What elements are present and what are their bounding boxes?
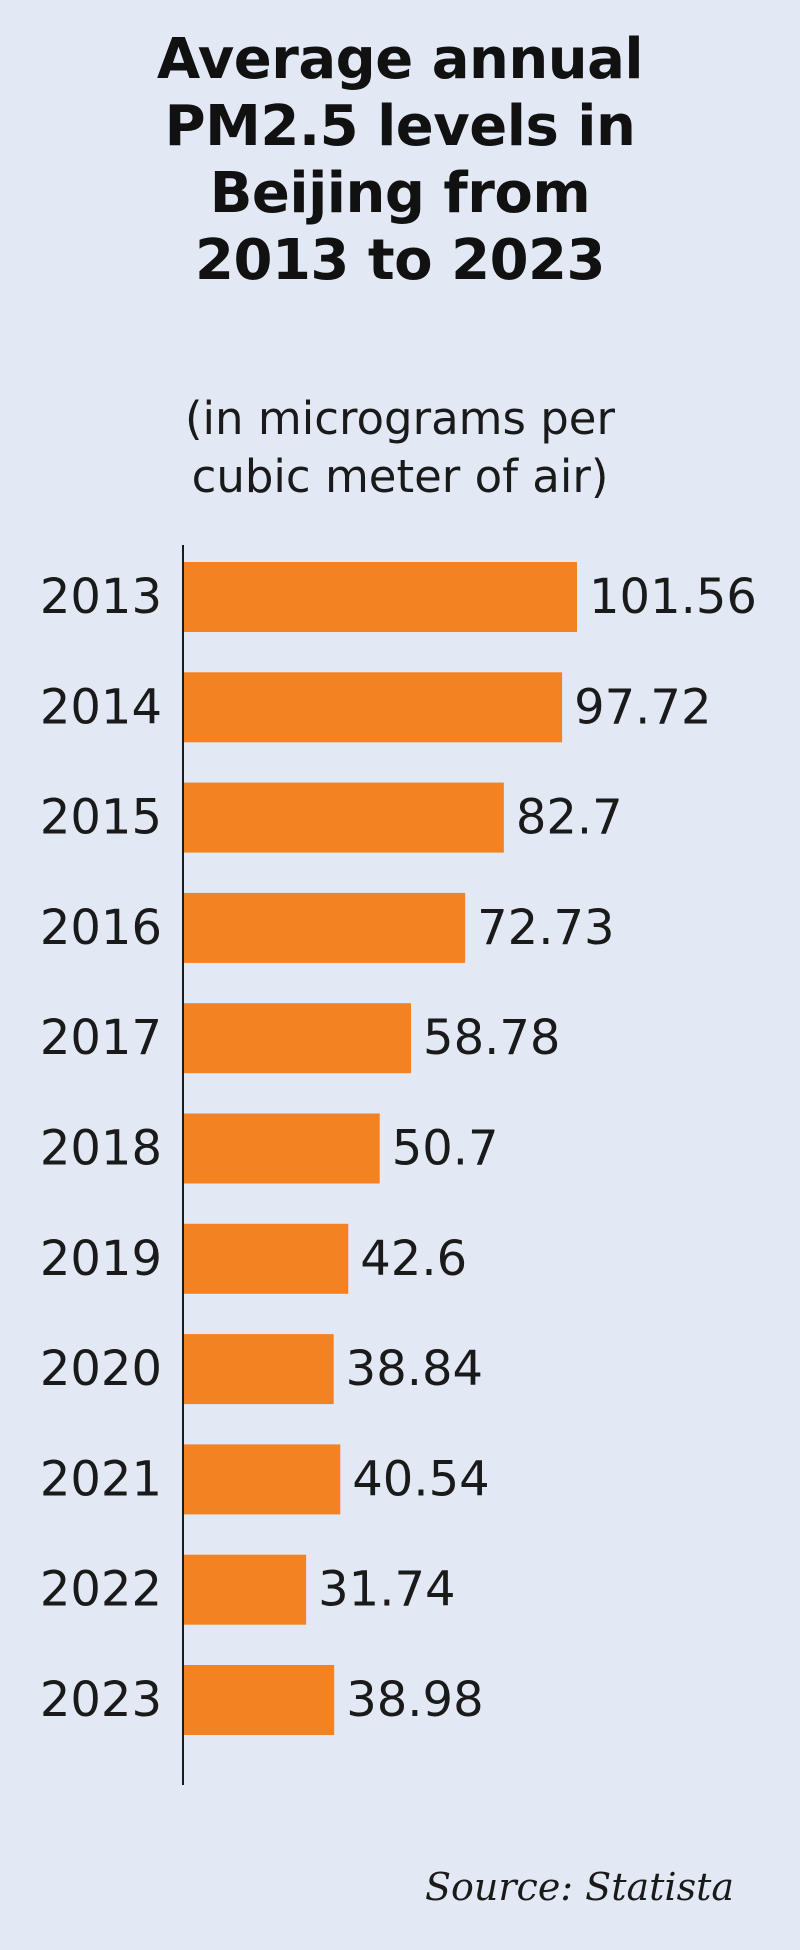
bar-2018 xyxy=(183,1113,380,1184)
value-label: 38.98 xyxy=(346,1672,483,1728)
source-note: Source: Statista xyxy=(424,1865,734,1909)
value-label: 31.74 xyxy=(318,1562,455,1618)
year-label: 2013 xyxy=(40,569,162,625)
chart-subtitle: (in micrograms per cubic meter of air) xyxy=(0,390,800,506)
bar-2021 xyxy=(183,1444,341,1515)
title-line: 2013 to 2023 xyxy=(195,228,605,293)
bar-2017 xyxy=(183,1003,412,1074)
year-label: 2018 xyxy=(40,1121,162,1177)
value-label: 50.7 xyxy=(392,1121,499,1177)
year-label: 2017 xyxy=(40,1010,162,1066)
year-label: 2015 xyxy=(40,790,162,846)
subtitle-line: (in micrograms per xyxy=(185,392,615,445)
year-label: 2014 xyxy=(40,679,162,735)
value-label: 82.7 xyxy=(516,790,623,846)
bar-chart: 2013 101.56 2014 97.72 2015 82.7 2016 72.73 2017… xyxy=(40,545,757,1785)
value-label: 101.56 xyxy=(589,569,757,625)
title-line: Beijing from xyxy=(209,161,591,226)
bar-2022 xyxy=(183,1554,307,1625)
title-line: Average annual xyxy=(156,27,644,92)
subtitle-line: cubic meter of air) xyxy=(191,450,609,503)
value-label: 38.84 xyxy=(346,1341,483,1397)
bar-2019 xyxy=(183,1223,349,1294)
value-label: 42.6 xyxy=(360,1231,467,1287)
value-label: 58.78 xyxy=(423,1010,560,1066)
year-label: 2016 xyxy=(40,900,162,956)
bar-2023 xyxy=(183,1665,335,1735)
year-label: 2023 xyxy=(40,1672,162,1728)
bar-2015 xyxy=(183,782,504,853)
bar-2013 xyxy=(183,562,577,632)
bar-2014 xyxy=(183,672,563,743)
value-label: 97.72 xyxy=(574,679,711,735)
year-label: 2019 xyxy=(40,1231,162,1287)
bar-2020 xyxy=(183,1334,334,1405)
year-label: 2022 xyxy=(40,1562,162,1618)
year-label: 2020 xyxy=(40,1341,162,1397)
title-line: PM2.5 levels in xyxy=(164,94,636,159)
year-label: 2021 xyxy=(40,1451,162,1507)
value-label: 72.73 xyxy=(477,900,614,956)
chart-title: Average annual PM2.5 levels in Beijing f… xyxy=(0,26,800,294)
value-label: 40.54 xyxy=(352,1451,489,1507)
bar-2016 xyxy=(183,892,466,963)
